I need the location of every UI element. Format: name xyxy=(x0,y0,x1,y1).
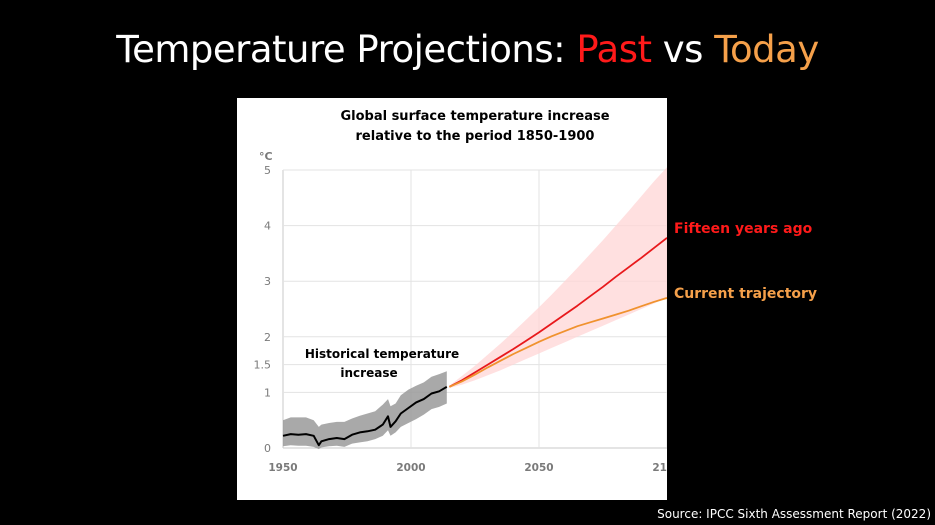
y-tick-label-3: 3 xyxy=(264,275,271,288)
title-prefix: Temperature Projections: xyxy=(116,28,577,71)
chart-title-line2: relative to the period 1850-1900 xyxy=(356,129,595,144)
historical-label-line1: Historical temperature xyxy=(305,347,459,361)
title-past: Past xyxy=(576,28,652,71)
y-ticks: 0 1 1.5 2 3 4 5 xyxy=(254,164,272,455)
legend-current-trajectory: Current trajectory xyxy=(674,286,818,302)
y-tick-label-2: 2 xyxy=(264,331,271,344)
band-fifteen-years-ago xyxy=(449,167,667,388)
y-axis-unit: °C xyxy=(259,150,273,163)
x-tick-label-2000: 2000 xyxy=(396,462,425,474)
source-citation: Source: IPCC Sixth Assessment Report (20… xyxy=(657,507,931,521)
title-today: Today xyxy=(714,28,819,71)
x-tick-label-2100: 2100 xyxy=(652,462,667,474)
line-fifteen-years-ago xyxy=(448,237,668,388)
x-tick-label-2050: 2050 xyxy=(524,462,553,474)
y-tick-label-1.5: 1.5 xyxy=(254,359,272,372)
uncertainty-bands xyxy=(283,167,667,450)
title-vs: vs xyxy=(651,28,715,71)
y-tick-label-1: 1 xyxy=(264,386,271,399)
y-tick-label-0: 0 xyxy=(264,442,271,455)
historical-label-line2: increase xyxy=(340,366,397,380)
x-tick-label-1950: 1950 xyxy=(268,462,297,474)
band-historical-temperature-increase xyxy=(283,371,447,450)
y-tick-label-5: 5 xyxy=(264,164,271,177)
chart-title-line1: Global surface temperature increase xyxy=(340,109,609,124)
x-ticks: 1950 2000 2050 2100 xyxy=(268,462,681,474)
series-lines xyxy=(282,237,668,447)
chart-panel: Global surface temperature increase rela… xyxy=(237,98,682,500)
legend-fifteen-years-ago: Fifteen years ago xyxy=(674,221,813,237)
line-historical-temperature-increase xyxy=(282,385,448,447)
y-tick-label-4: 4 xyxy=(264,220,271,233)
temperature-chart: Global surface temperature increase rela… xyxy=(254,109,682,474)
line-current-trajectory xyxy=(449,297,668,388)
slide-title: Temperature Projections: Past vs Today xyxy=(0,28,935,71)
